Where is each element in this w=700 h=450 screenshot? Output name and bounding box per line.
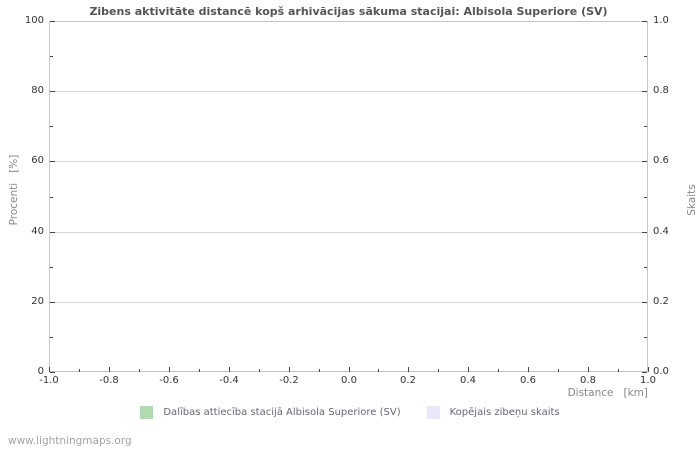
legend-label-participation: Dalības attiecība stacijā Albisola Super… <box>163 407 401 418</box>
x-tick-major <box>169 367 170 372</box>
y-tick-minor-right <box>644 337 647 338</box>
y-tick-major-left <box>50 161 55 162</box>
x-tick-major <box>49 367 50 372</box>
y-tick-major-left <box>50 372 55 373</box>
y-tick-minor-right <box>644 56 647 57</box>
legend-swatch-total-strikes <box>426 406 440 419</box>
y-axis-label-right: Skaits <box>686 184 698 216</box>
y-tick-label-left-20: 20 <box>31 296 44 307</box>
x-tick-label--0.2: -0.2 <box>279 375 299 386</box>
legend-swatch-participation <box>140 406 154 419</box>
x-tick-minor <box>618 369 619 372</box>
y-tick-label-right-0.2: 0.2 <box>653 296 669 307</box>
x-tick-minor <box>498 369 499 372</box>
x-tick-minor <box>139 369 140 372</box>
y-tick-minor-right <box>644 197 647 198</box>
x-tick-label-0.2: 0.2 <box>400 375 416 386</box>
y-tick-minor-left <box>50 267 53 268</box>
y-tick-label-right-0: 0.0 <box>653 366 669 377</box>
x-tick-label-0.6: 0.6 <box>520 375 536 386</box>
y-tick-minor-left <box>50 337 53 338</box>
y-tick-major-left <box>50 91 55 92</box>
legend-item-total-strikes: Kopējais zibeņu skaits <box>426 406 560 419</box>
plot-area <box>49 21 648 372</box>
legend-item-participation: Dalības attiecība stacijā Albisola Super… <box>140 406 401 419</box>
y-tick-label-right-1: 1.0 <box>653 15 669 26</box>
x-tick-label-1: 1.0 <box>640 375 656 386</box>
y-tick-major-right <box>642 302 647 303</box>
y-tick-major-left <box>50 302 55 303</box>
y-tick-major-right <box>642 161 647 162</box>
lightningmaps-link[interactable]: www.lightningmaps.org <box>8 435 132 447</box>
y-tick-label-left-100: 100 <box>24 15 44 26</box>
x-tick-label--0.4: -0.4 <box>219 375 239 386</box>
x-tick-major <box>109 367 110 372</box>
x-tick-minor <box>438 369 439 372</box>
x-tick-label--1: -1.0 <box>39 375 59 386</box>
x-tick-major <box>349 367 350 372</box>
x-tick-major <box>468 367 469 372</box>
y-tick-major-right <box>642 372 647 373</box>
x-tick-label--0.6: -0.6 <box>159 375 179 386</box>
y-tick-minor-right <box>644 267 647 268</box>
y-tick-minor-left <box>50 126 53 127</box>
x-tick-major <box>648 367 649 372</box>
gridline-y-20 <box>50 302 647 303</box>
x-tick-minor <box>319 369 320 372</box>
y-tick-minor-left <box>50 56 53 57</box>
x-tick-label-0: 0.0 <box>341 375 357 386</box>
y-tick-minor-left <box>50 197 53 198</box>
gridline-y-40 <box>50 232 647 233</box>
y-tick-label-right-0.8: 0.8 <box>653 85 669 96</box>
gridline-y-60 <box>50 161 647 162</box>
x-tick-label-0.4: 0.4 <box>460 375 476 386</box>
y-tick-label-left-0: 0 <box>37 366 44 377</box>
x-tick-major <box>528 367 529 372</box>
x-tick-minor <box>79 369 80 372</box>
x-tick-major <box>229 367 230 372</box>
y-tick-major-right <box>642 91 647 92</box>
y-tick-major-right <box>642 232 647 233</box>
x-tick-major <box>588 367 589 372</box>
x-tick-major <box>289 367 290 372</box>
y-tick-label-left-60: 60 <box>31 155 44 166</box>
y-tick-major-left <box>50 232 55 233</box>
x-tick-label-0.8: 0.8 <box>580 375 596 386</box>
y-tick-label-left-80: 80 <box>31 85 44 96</box>
x-tick-minor <box>558 369 559 372</box>
gridline-y-80 <box>50 91 647 92</box>
y-tick-label-right-0.6: 0.6 <box>653 155 669 166</box>
y-tick-minor-right <box>644 126 647 127</box>
y-tick-major-right <box>642 21 647 22</box>
y-tick-major-left <box>50 21 55 22</box>
x-tick-minor <box>199 369 200 372</box>
chart-legend: Dalības attiecība stacijā Albisola Super… <box>0 406 700 419</box>
x-tick-minor <box>378 369 379 372</box>
legend-label-total-strikes: Kopējais zibeņu skaits <box>449 407 560 418</box>
y-tick-label-right-0.4: 0.4 <box>653 226 669 237</box>
x-axis-label: Distance [km] <box>567 387 648 399</box>
y-tick-label-left-40: 40 <box>31 226 44 237</box>
chart-title: Zibens aktivitāte distancē kopš arhivāci… <box>89 5 608 18</box>
x-tick-major <box>408 367 409 372</box>
x-tick-label--0.8: -0.8 <box>99 375 119 386</box>
x-tick-minor <box>259 369 260 372</box>
